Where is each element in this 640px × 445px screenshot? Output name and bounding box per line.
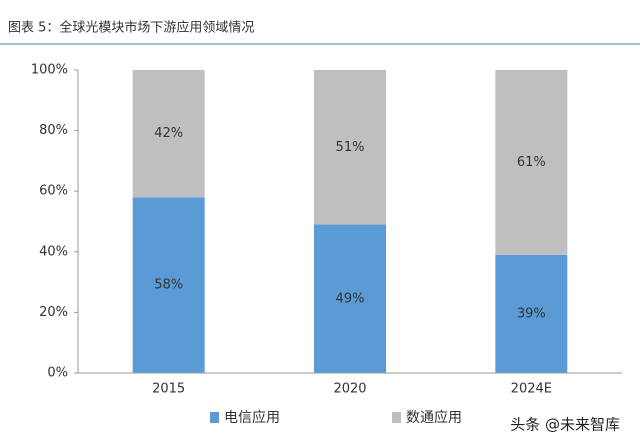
y-tick-label: 80% (39, 123, 68, 138)
bar-segment (495, 254, 568, 373)
x-tick-label: 2024E (511, 382, 552, 397)
bar-segment (495, 70, 568, 255)
legend-swatch (392, 412, 401, 423)
watermark: 头条 @未来智库 (510, 416, 620, 434)
bar-segment (132, 70, 205, 198)
value-label: 61% (517, 155, 546, 170)
chart-title: 图表 5：全球光模块市场下游应用领域情况 (8, 20, 254, 36)
value-label: 49% (336, 291, 365, 306)
bar-segment (132, 197, 205, 373)
value-label: 51% (336, 140, 365, 155)
value-label: 42% (154, 126, 183, 141)
x-tick-label: 2020 (333, 382, 366, 397)
y-tick-label: 60% (39, 184, 68, 199)
y-tick-label: 20% (39, 305, 68, 320)
bar-segment (314, 224, 386, 373)
legend-label: 数通应用 (406, 409, 462, 426)
legend-label: 电信应用 (224, 409, 280, 426)
value-label: 58% (154, 278, 183, 293)
bar-segment (314, 70, 386, 225)
value-label: 39% (517, 306, 546, 321)
legend-swatch (210, 412, 219, 423)
y-tick-label: 40% (39, 244, 68, 259)
x-tick-label: 2015 (152, 382, 185, 397)
y-tick-label: 0% (47, 366, 68, 381)
y-tick-label: 100% (31, 63, 68, 78)
